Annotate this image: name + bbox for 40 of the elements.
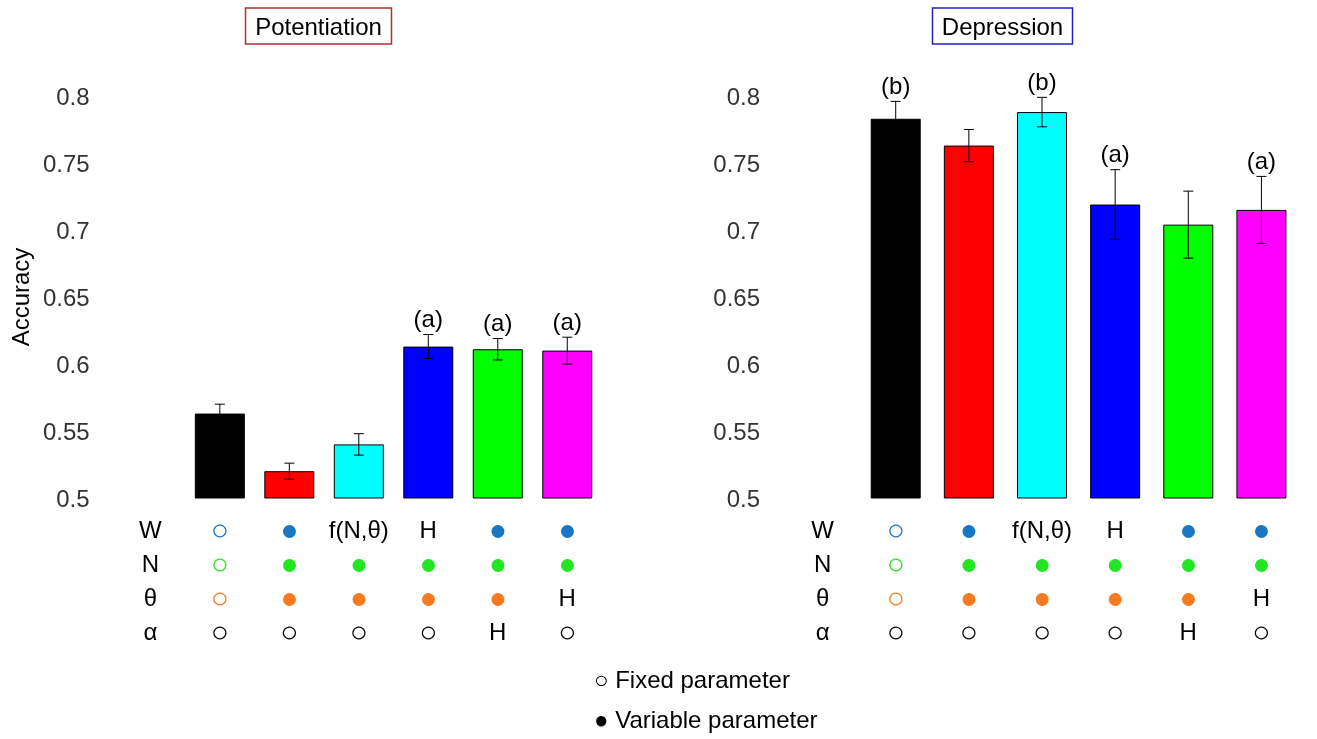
- data-label: (b): [881, 71, 911, 99]
- data-label: (a): [413, 305, 443, 333]
- x-tick-label: H ● ● ○: [1106, 515, 1125, 648]
- y-tick-label: 0.55: [713, 417, 760, 445]
- data-label: (b): [1027, 67, 1057, 95]
- y-tick-label: 0.6: [56, 350, 90, 378]
- y-tick-label: 0.7: [726, 216, 760, 244]
- y-tick-label: 0.7: [56, 216, 90, 244]
- text: ○ Fixed parameter: [594, 665, 791, 695]
- x-tick-label: ● ● H ○: [558, 512, 577, 648]
- data-label: (a): [483, 309, 513, 337]
- x-tick-label: H ● ● ○: [419, 515, 438, 648]
- x-tick-label: ● ● ● H: [1179, 512, 1198, 645]
- x-tick-label: f(N,θ) ● ● ○: [1012, 515, 1072, 648]
- x-tick-label: ○ ○ ○ ○: [210, 512, 229, 648]
- y-tick-label: 0.55: [42, 417, 90, 445]
- y-tick-label: 0.5: [726, 484, 760, 512]
- x-tick-label: f(N,θ) ● ● ○: [328, 515, 389, 648]
- y-tick-label: 0.75: [713, 149, 760, 177]
- data-label: (a): [1100, 140, 1130, 168]
- text: ● Variable parameter: [594, 705, 818, 735]
- x-tick-label: ● ● ● H: [488, 512, 507, 645]
- chart-title: Potentiation: [255, 12, 382, 40]
- data-label: (a): [552, 307, 582, 335]
- y-tick-label: 0.5: [56, 484, 90, 512]
- chart-title: Depression: [941, 12, 1064, 40]
- x-tick-label: W N θ α: [811, 515, 835, 645]
- y-axis-title: Accuracy: [6, 247, 34, 347]
- y-tick-label: 0.65: [42, 283, 90, 311]
- y-tick-label: 0.6: [726, 350, 760, 378]
- y-tick-label: 0.65: [713, 283, 760, 311]
- y-tick-label: 0.8: [726, 82, 760, 110]
- x-tick-label: ○ ○ ○ ○: [886, 512, 905, 648]
- x-tick-label: ● ● ● ○: [280, 512, 299, 648]
- y-tick-label: 0.75: [42, 149, 90, 177]
- data-label: (a): [1246, 146, 1277, 174]
- x-tick-label: ● ● H ○: [1252, 512, 1271, 648]
- x-tick-label: W N θ α: [139, 515, 163, 645]
- x-tick-label: ● ● ● ○: [959, 512, 978, 648]
- y-tick-label: 0.8: [56, 82, 90, 110]
